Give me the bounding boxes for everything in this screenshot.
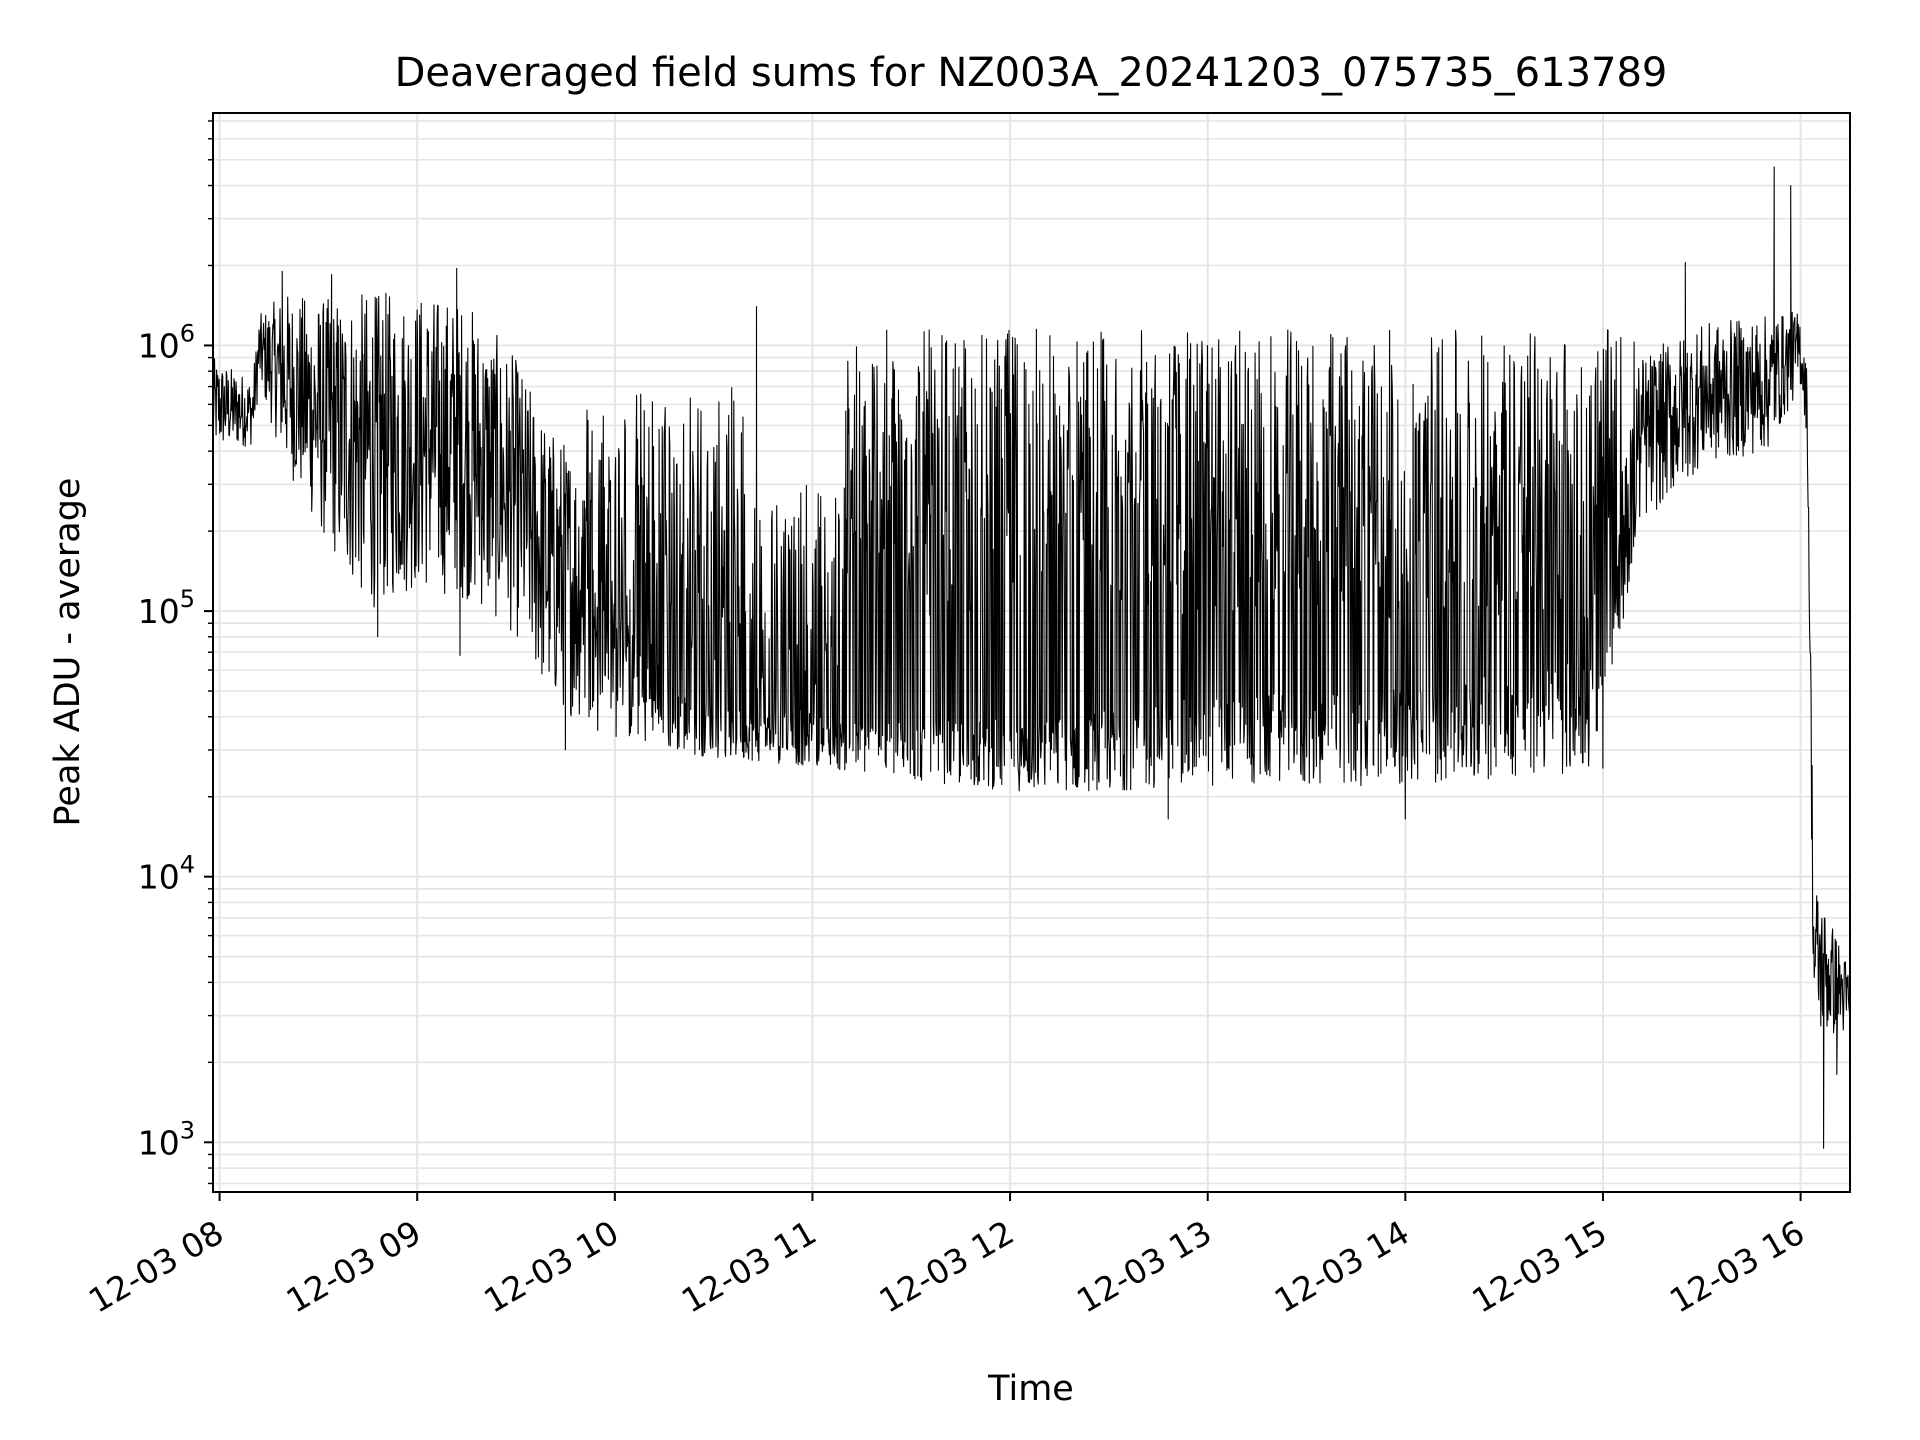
y-tick-exponent: 3 (180, 1116, 195, 1144)
y-tick-exponent: 6 (180, 319, 195, 347)
grid (213, 113, 1850, 1192)
y-tick-label: 106 (138, 319, 195, 365)
y-tick-base: 10 (138, 592, 180, 631)
y-tick-label: 103 (138, 1116, 195, 1162)
y-axis-label: Peak ADU - average (48, 478, 88, 827)
chart-title: Deaveraged field sums for NZ003A_2024120… (395, 50, 1668, 96)
y-tick-base: 10 (138, 858, 180, 897)
series-line (212, 166, 1851, 1149)
y-tick-label: 104 (138, 851, 195, 897)
y-tick-exponent: 4 (180, 851, 195, 879)
x-axis-label: Time (987, 1369, 1074, 1409)
y-tick-exponent: 5 (180, 585, 195, 613)
plot-area (212, 166, 1851, 1149)
y-tick-label: 105 (138, 585, 195, 631)
y-tick-base: 10 (138, 326, 180, 365)
y-tick-base: 10 (138, 1123, 180, 1162)
